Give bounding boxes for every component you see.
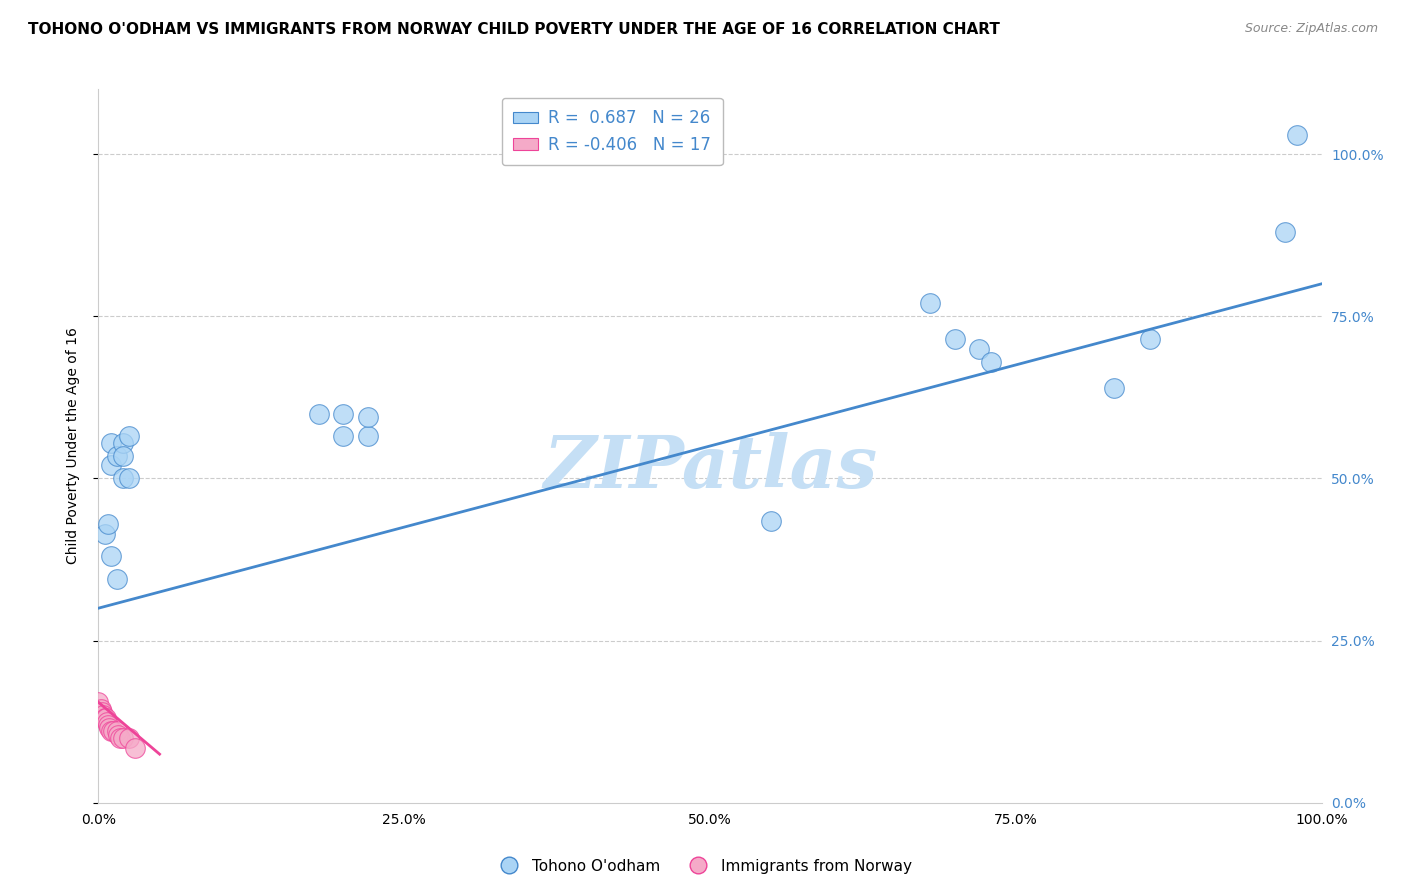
Y-axis label: Child Poverty Under the Age of 16: Child Poverty Under the Age of 16 [66, 327, 80, 565]
Point [100, 549, 122, 564]
Text: Source: ZipAtlas.com: Source: ZipAtlas.com [1244, 22, 1378, 36]
Point [110, 731, 132, 745]
Point [967, 342, 990, 356]
Point [118, 471, 141, 485]
Text: TOHONO O'ODHAM VS IMMIGRANTS FROM NORWAY CHILD POVERTY UNDER THE AGE OF 16 CORRE: TOHONO O'ODHAM VS IMMIGRANTS FROM NORWAY… [28, 22, 1000, 37]
Point [111, 449, 134, 463]
Point [980, 354, 1002, 368]
Point [100, 724, 122, 739]
Point [107, 728, 129, 742]
Text: ZIPatlas: ZIPatlas [543, 432, 877, 503]
Point [105, 572, 128, 586]
Point [100, 458, 122, 473]
Point [90, 702, 112, 716]
Point [920, 296, 942, 310]
Point [118, 429, 141, 443]
Point [93, 526, 115, 541]
Point [87, 695, 110, 709]
Point [93, 711, 115, 725]
Point [91, 705, 114, 719]
Point [124, 740, 146, 755]
Point [118, 731, 141, 745]
Point [105, 449, 128, 463]
Point [98, 721, 121, 735]
Point [332, 429, 354, 443]
Point [100, 435, 122, 450]
Point [96, 714, 118, 729]
Point [111, 471, 134, 485]
Point [91, 708, 114, 723]
Point [1286, 128, 1309, 142]
Point [761, 514, 783, 528]
Point [97, 516, 120, 531]
Point [356, 429, 378, 443]
Point [943, 332, 966, 346]
Point [94, 711, 117, 725]
Point [356, 409, 378, 424]
Point [97, 718, 120, 732]
Point [1139, 332, 1161, 346]
Point [308, 407, 330, 421]
Point [105, 724, 128, 739]
Point [111, 435, 134, 450]
Point [101, 724, 124, 739]
Point [1274, 225, 1296, 239]
Point [332, 407, 354, 421]
Legend: R =  0.687   N = 26, R = -0.406   N = 17: R = 0.687 N = 26, R = -0.406 N = 17 [502, 97, 723, 165]
Point [1102, 381, 1125, 395]
Point [111, 731, 134, 745]
Legend: Tohono O'odham, Immigrants from Norway: Tohono O'odham, Immigrants from Norway [488, 853, 918, 880]
